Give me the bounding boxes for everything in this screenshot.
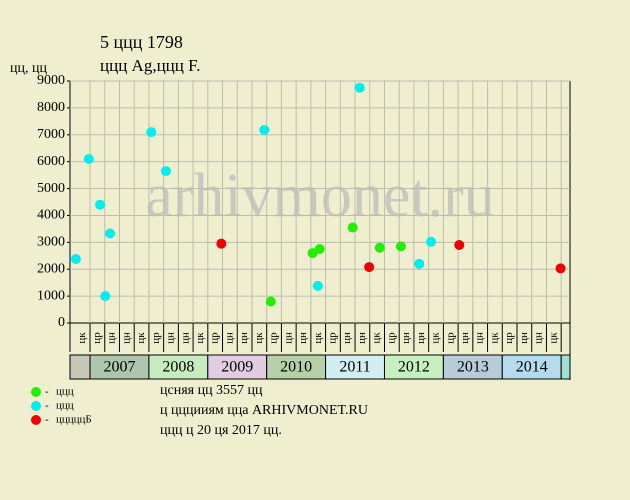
period-label: цн [400,332,412,344]
point [314,244,325,255]
point [265,296,276,307]
point [312,280,323,291]
chart-title: 5 ццц 1798 [100,32,183,52]
point [354,82,365,93]
y-tick-label: 7000 [37,127,65,142]
period-label: цн [223,332,235,344]
period-label: цн [179,332,191,344]
point [105,228,116,239]
y-tick-label: 5000 [37,181,65,196]
y-tick-label: 0 [58,315,65,330]
period-label: цн [459,332,471,344]
period-label: цк [312,332,324,344]
legend-dash: - [45,414,49,426]
point [426,236,437,247]
year-label: 2013 [457,359,489,376]
legend-marker [31,415,41,425]
period-label: цн [474,332,486,344]
period-label: цн [341,332,353,344]
period-label: цр [385,332,397,344]
watermark: arhivmonet.ru [145,162,495,230]
period-label: цр [503,332,515,344]
period-label: цк [253,332,265,344]
note: ц цццииям цца ARHIVMONET.RU [160,403,368,418]
point [374,242,385,253]
period-label: цк [135,332,147,344]
y-tick-label: 6000 [37,154,65,169]
period-label: цн [297,332,309,344]
chart-subtitle: ццц Ag,ццц F. [100,56,200,75]
year-label: 2009 [221,359,253,376]
year-cell [501,354,562,380]
year-label: 2007 [103,359,135,376]
point [216,238,227,249]
legend-dash: - [45,400,49,412]
year-label: 2010 [280,359,312,376]
point [454,240,465,251]
period-label: цр [150,332,162,344]
period-label: цн [106,332,118,344]
period-label: цк [371,332,383,344]
period-label: цн [356,332,368,344]
period-label: цр [326,332,338,344]
period-label: цн [165,332,177,344]
point [364,262,375,273]
legend-label: ццц [56,400,74,412]
period-label: цк [547,332,559,344]
point [95,199,106,210]
period-label: цн [533,332,545,344]
period-label: цн [415,332,427,344]
point [83,153,94,164]
y-tick-label: 1000 [37,288,65,303]
legend-marker [31,401,41,411]
period-label: цр [268,332,280,344]
legend-dash: - [45,386,49,398]
y-tick-label: 8000 [37,100,65,115]
point [395,241,406,252]
point [259,124,270,135]
period-label: цк [430,332,442,344]
year-label: 2008 [162,359,194,376]
y-tick-label: 4000 [37,208,65,223]
year-lead [69,354,91,380]
point [160,166,171,177]
period-label: цн [238,332,250,344]
point [146,127,157,138]
period-label: цн [120,332,132,344]
year-label: 2011 [339,359,370,376]
point [347,222,358,233]
y-axis-label: цц, цц [10,61,47,76]
year-label: 2014 [516,359,548,376]
year-tail [560,354,571,380]
y-tick-label: 2000 [37,261,65,276]
point [70,254,81,265]
period-label: цк [194,332,206,344]
period-label: цк [76,332,88,344]
year-cell [383,354,444,380]
period-label: цн [518,332,530,344]
period-label: цк [488,332,500,344]
legend-label: цццццБ [56,414,92,426]
legend-marker [31,387,41,397]
year-cell [266,354,327,380]
note: ццц ц 20 ця 2017 цц. [160,423,282,438]
point [414,258,425,269]
year-label: 2012 [398,359,430,376]
period-label: цр [444,332,456,344]
y-tick-label: 3000 [37,235,65,250]
point [100,291,111,302]
year-cell [442,354,503,380]
legend-label: ццц [56,386,74,398]
period-label: цр [209,332,221,344]
note: цcняя цц 3557 цц [160,383,263,398]
period-label: цр [91,332,103,344]
y-tick-label: 9000 [37,73,65,88]
point [555,263,566,274]
period-label: цн [282,332,294,344]
year-cell [207,354,268,380]
